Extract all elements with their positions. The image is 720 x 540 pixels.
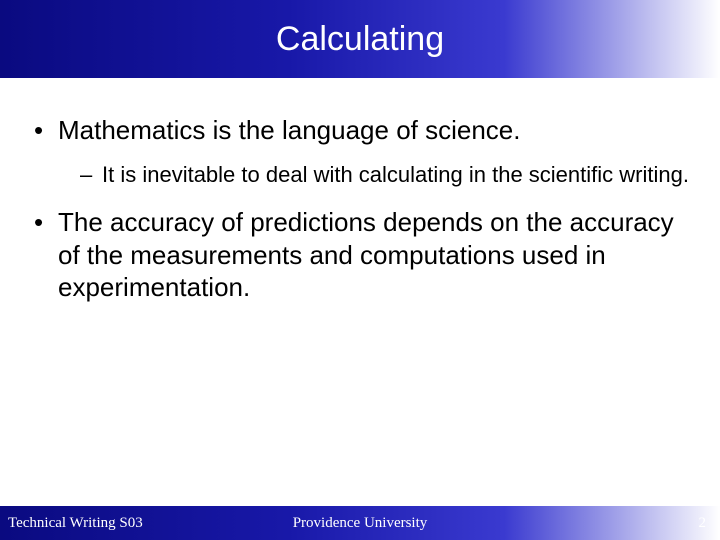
footer-left-text: Technical Writing S03 (8, 515, 143, 532)
slide-footer: Technical Writing S03 Providence Univers… (0, 506, 720, 540)
slide-number: 2 (699, 515, 707, 532)
bullet-sub-item: It is inevitable to deal with calculatin… (30, 161, 690, 189)
slide-title: Calculating (276, 20, 444, 59)
footer-center-text: Providence University (293, 515, 428, 532)
bullet-item: The accuracy of predictions depends on t… (30, 206, 690, 304)
title-bar: Calculating (0, 0, 720, 78)
slide-content: Mathematics is the language of science. … (0, 78, 720, 304)
bullet-item: Mathematics is the language of science. (30, 114, 690, 147)
